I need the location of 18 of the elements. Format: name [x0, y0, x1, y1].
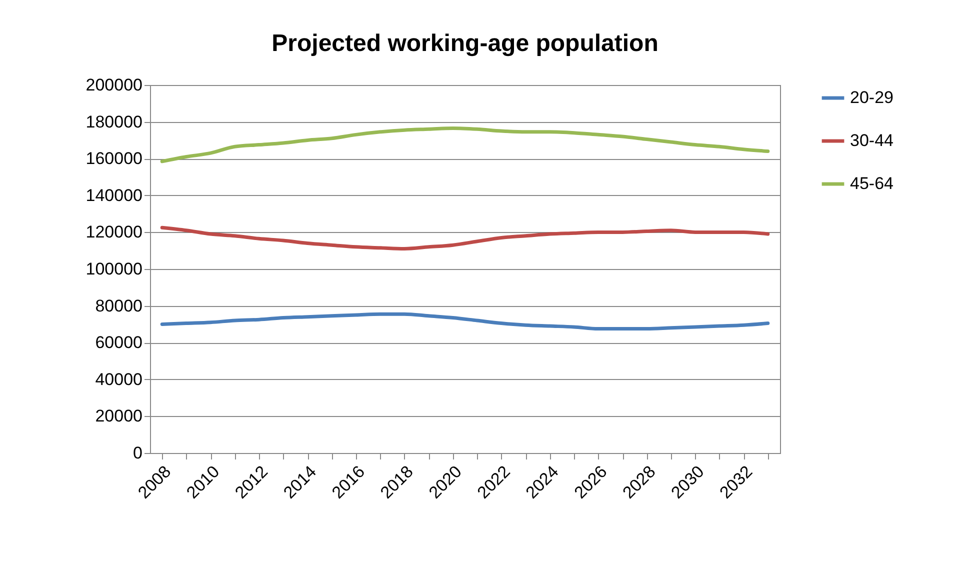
line-series: [160, 226, 770, 251]
y-tick-label: 40000: [95, 370, 142, 389]
y-tick-label: 180000: [86, 112, 142, 132]
line-series: [160, 312, 770, 331]
y-tick-label: 60000: [95, 333, 142, 352]
y-tick-label: 140000: [86, 186, 142, 205]
y-tick-label: 120000: [86, 222, 142, 242]
legend-label: 45-64: [850, 174, 894, 193]
y-tick-label: 20000: [95, 406, 142, 426]
y-tick-label: 80000: [95, 296, 142, 316]
legend-label: 30-44: [850, 131, 894, 150]
y-tick-label: 0: [133, 444, 142, 462]
y-tick-label: 100000: [86, 260, 142, 278]
legend-label: 20-29: [850, 88, 894, 107]
y-tick-label: 200000: [86, 76, 142, 94]
y-tick-label: 160000: [86, 149, 142, 168]
chart-title: Projected working-age population: [272, 30, 658, 57]
line-series: [160, 126, 770, 164]
